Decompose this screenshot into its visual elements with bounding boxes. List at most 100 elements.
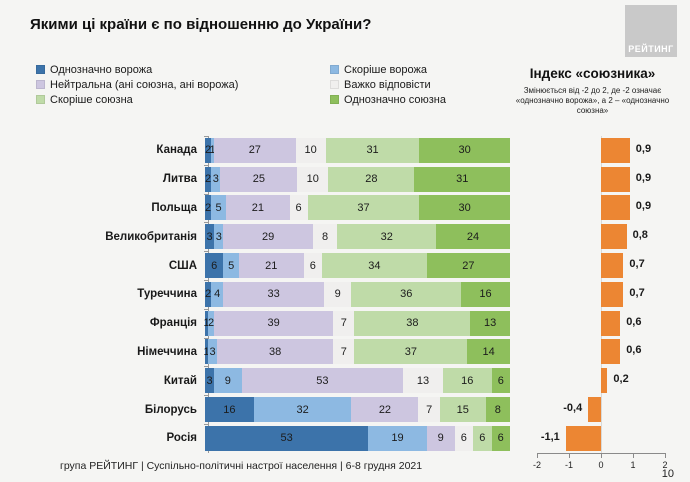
bar-segment[interactable]: 5 — [223, 253, 239, 279]
bar-segment[interactable]: 6 — [303, 253, 323, 279]
bar-segment[interactable]: 8 — [485, 397, 510, 423]
bar-segment[interactable]: 1 — [209, 137, 216, 163]
bar-segment[interactable]: 13 — [403, 368, 443, 394]
index-cell: -0,4 — [537, 397, 687, 423]
segment-value: 9 — [224, 374, 231, 387]
segment-value: 34 — [368, 259, 381, 272]
segment-value: 9 — [334, 288, 341, 301]
bar-segment[interactable]: 15 — [439, 397, 486, 423]
bar-segment[interactable]: 2 — [205, 166, 212, 192]
bar-segment[interactable]: 8 — [312, 224, 338, 250]
bar-segment[interactable]: 30 — [419, 195, 510, 221]
bar-segment[interactable]: 3 — [205, 368, 215, 394]
bar-segment[interactable]: 9 — [214, 368, 242, 394]
segment-value: 2 — [204, 144, 212, 157]
segment-value: 28 — [365, 173, 378, 186]
segment-value: 27 — [248, 144, 261, 157]
bar-segment[interactable]: 10 — [297, 166, 329, 192]
bar-segment[interactable]: 7 — [333, 310, 355, 336]
bar-segment[interactable]: 21 — [226, 195, 290, 221]
bar-segment[interactable]: 14 — [467, 339, 510, 365]
bar-segment[interactable]: 32 — [337, 224, 437, 250]
bar-segment[interactable]: 25 — [220, 166, 298, 192]
bar-segment[interactable]: 7 — [418, 397, 440, 423]
bar-segment[interactable]: 16 — [442, 368, 492, 394]
bar-segment[interactable]: 3 — [205, 224, 215, 250]
bar-segment[interactable]: 31 — [325, 137, 420, 163]
index-bar[interactable] — [601, 224, 627, 250]
bar-segment[interactable]: 38 — [354, 310, 471, 336]
index-bar[interactable] — [601, 281, 624, 307]
bar-segment[interactable]: 53 — [241, 368, 404, 394]
bar-segment[interactable]: 16 — [461, 281, 510, 307]
bar-segment[interactable]: 1 — [203, 339, 210, 365]
bar-segment[interactable]: 6 — [454, 425, 474, 451]
bar-segment[interactable]: 2 — [205, 195, 211, 221]
bar-segment[interactable]: 31 — [414, 166, 510, 192]
axis-tick — [665, 454, 666, 458]
chart-row-туреччина: Туреччина 2 4 33 9 36 16 0,7 — [30, 279, 687, 309]
bar-segment[interactable]: 2 — [204, 137, 212, 163]
bar-segment[interactable]: 24 — [436, 224, 510, 250]
bar-segment[interactable]: 1 — [203, 310, 210, 336]
index-bar[interactable] — [565, 425, 601, 451]
bar-segment[interactable]: 36 — [351, 281, 462, 307]
bar-segment[interactable]: 6 — [205, 253, 224, 279]
bar-segment[interactable]: 16 — [205, 397, 254, 423]
bar-segment[interactable]: 27 — [214, 137, 296, 163]
bar-segment[interactable]: 37 — [307, 195, 420, 221]
bar-segment[interactable]: 6 — [473, 425, 492, 451]
index-value: 0,9 — [635, 200, 652, 213]
bar-segment[interactable]: 9 — [323, 281, 352, 307]
bar-segment[interactable]: 2 — [205, 281, 211, 307]
index-bar[interactable] — [601, 339, 621, 365]
chart-row-китай: Китай 3 9 53 13 16 6 0,2 — [30, 366, 687, 395]
bar-segment[interactable]: 22 — [351, 397, 419, 423]
bar-segment[interactable]: 53 — [205, 425, 369, 451]
bar-segment[interactable]: 3 — [208, 339, 218, 365]
bar-segment[interactable]: 6 — [491, 425, 510, 451]
bar-segment[interactable]: 37 — [354, 339, 468, 365]
legend-swatch-icon — [36, 95, 45, 104]
bar-segment[interactable]: 2 — [208, 310, 214, 336]
segment-value: 16 — [223, 403, 236, 416]
bar-segment[interactable]: 27 — [426, 253, 510, 279]
country-label: Литва — [162, 173, 197, 186]
bar-segment[interactable]: 5 — [211, 195, 227, 221]
index-value: 0,7 — [629, 258, 645, 271]
segment-value: 29 — [262, 230, 275, 243]
bar-segment[interactable]: 32 — [253, 397, 352, 423]
bar-segment[interactable]: 39 — [214, 310, 334, 336]
bar-segment[interactable]: 38 — [217, 339, 334, 365]
bar-segment[interactable]: 6 — [491, 368, 510, 394]
bar-segment[interactable]: 30 — [419, 137, 510, 163]
index-bar[interactable] — [601, 368, 608, 394]
bar-segment[interactable]: 10 — [295, 137, 326, 163]
bar-segment[interactable]: 3 — [214, 224, 224, 250]
index-bar[interactable] — [588, 397, 601, 423]
index-bar[interactable] — [601, 137, 630, 163]
legend-item: Однозначно союзна — [330, 92, 510, 107]
bar-segment[interactable]: 34 — [322, 253, 427, 279]
bar-segment[interactable]: 7 — [333, 339, 355, 365]
bar-segment[interactable]: 9 — [426, 425, 455, 451]
bar-segment[interactable]: 13 — [470, 310, 510, 336]
bar-segment[interactable]: 3 — [211, 166, 221, 192]
bar-segment[interactable]: 29 — [223, 224, 313, 250]
bar-segment[interactable]: 33 — [223, 281, 324, 307]
index-bar[interactable] — [601, 253, 624, 279]
bar-segment[interactable]: 6 — [289, 195, 308, 221]
bar-segment[interactable]: 4 — [211, 281, 224, 307]
bar-segment[interactable]: 28 — [328, 166, 415, 192]
bar-segment[interactable]: 21 — [238, 253, 304, 279]
stacked-bar: 2 5 21 6 37 30 — [205, 195, 510, 221]
legend-item: Однозначно ворожа — [36, 62, 330, 77]
segment-value: 3 — [215, 230, 222, 243]
index-value: 0,8 — [632, 229, 648, 242]
index-bar[interactable] — [601, 310, 621, 336]
index-bar[interactable] — [601, 195, 630, 221]
segment-value: 14 — [482, 345, 495, 358]
index-panel-header: Індекс «союзника» Змінюється від -2 до 2… — [500, 66, 685, 116]
index-bar[interactable] — [601, 166, 630, 192]
bar-segment[interactable]: 19 — [368, 425, 427, 451]
